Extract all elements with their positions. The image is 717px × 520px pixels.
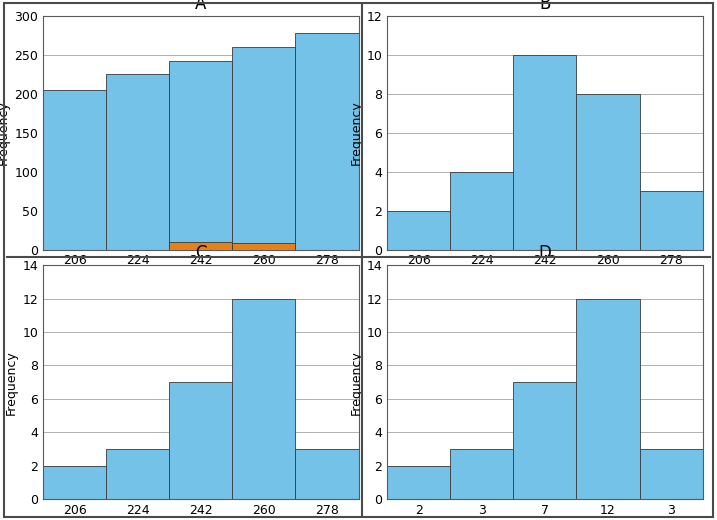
Title: C: C xyxy=(195,244,206,262)
Bar xyxy=(169,61,232,250)
Bar xyxy=(640,449,703,499)
Bar xyxy=(169,382,232,499)
Bar xyxy=(450,449,513,499)
Y-axis label: Frequency: Frequency xyxy=(349,350,362,414)
Bar xyxy=(232,47,295,250)
Bar xyxy=(169,242,232,250)
Bar xyxy=(387,211,450,250)
Bar xyxy=(232,298,295,499)
Bar xyxy=(43,89,106,250)
Y-axis label: Frequency: Frequency xyxy=(5,350,18,414)
Title: D: D xyxy=(538,244,551,262)
Bar xyxy=(295,33,358,250)
Title: B: B xyxy=(539,0,551,12)
Bar xyxy=(640,191,703,250)
Title: A: A xyxy=(195,0,206,12)
Bar xyxy=(513,382,576,499)
Bar xyxy=(43,466,106,499)
Bar xyxy=(106,74,169,250)
Bar xyxy=(513,55,576,250)
Bar xyxy=(295,449,358,499)
Bar xyxy=(232,243,295,250)
Bar xyxy=(450,172,513,250)
Y-axis label: Frequency: Frequency xyxy=(349,100,362,165)
Bar xyxy=(576,94,640,250)
Bar xyxy=(106,449,169,499)
Bar xyxy=(576,298,640,499)
Bar xyxy=(387,466,450,499)
Y-axis label: Frequency: Frequency xyxy=(0,100,10,165)
